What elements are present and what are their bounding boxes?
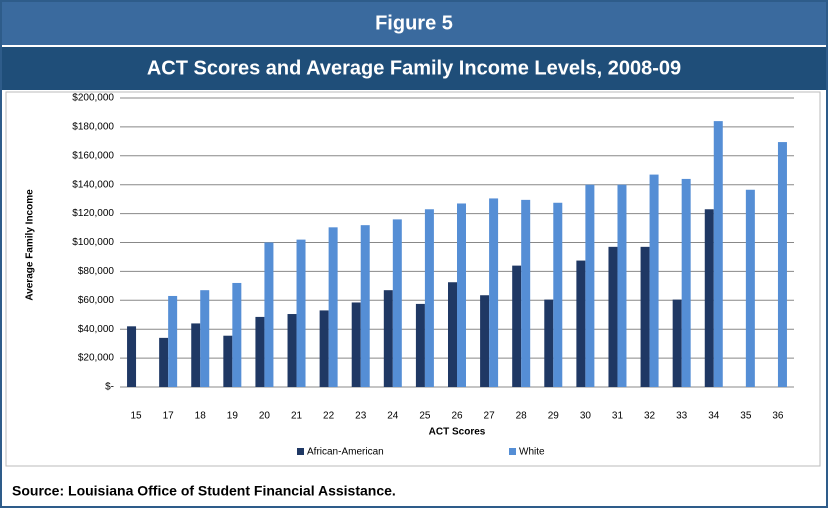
title-band [2, 47, 826, 90]
bar [713, 121, 723, 388]
y-tick-label: $180,000 [72, 122, 114, 133]
y-tick-label: $200,000 [72, 93, 114, 104]
y-tick-label: $160,000 [72, 150, 114, 161]
x-tick-label: 25 [419, 411, 431, 422]
bar [512, 265, 522, 387]
source: Source: Louisiana Office of Student Fina… [12, 483, 396, 499]
bar [287, 314, 297, 387]
x-tick-label: 31 [612, 411, 624, 422]
x-tick-label: 22 [323, 411, 335, 422]
x-tick-label: 34 [708, 411, 720, 422]
y-tick-label: $60,000 [78, 295, 115, 306]
bar [127, 326, 137, 387]
bar [672, 299, 682, 387]
bar [681, 178, 691, 387]
bar [457, 203, 466, 387]
header: Figure 5 [375, 12, 453, 34]
legend-label: White [519, 447, 545, 458]
x-tick-label: 18 [195, 411, 207, 422]
y-tick-label: $140,000 [72, 179, 114, 190]
bar [319, 310, 329, 387]
legend-swatch [297, 448, 304, 455]
bar [544, 299, 554, 387]
y-axis-title: Average Family Income [25, 189, 36, 301]
bar [480, 295, 490, 387]
bar [576, 260, 586, 387]
y-tick-label: $20,000 [78, 353, 115, 364]
bar [191, 323, 201, 387]
bar [264, 242, 274, 387]
x-tick-label: 28 [516, 411, 528, 422]
x-tick-label: 32 [644, 411, 656, 422]
x-tick-label: 24 [387, 411, 399, 422]
x-tick-label: 17 [163, 411, 175, 422]
bar [521, 199, 531, 387]
bar [745, 189, 755, 387]
bar [704, 209, 714, 387]
bar [608, 246, 618, 387]
bar [159, 337, 169, 387]
bar [424, 209, 434, 387]
y-tick-label: $80,000 [78, 266, 115, 277]
bar [223, 335, 233, 387]
bar [351, 302, 361, 387]
x-tick-label: 36 [772, 411, 784, 422]
x-tick-label: 21 [291, 411, 303, 422]
x-tick-label: 26 [451, 411, 463, 422]
bar [168, 295, 178, 387]
bar [777, 142, 787, 387]
x-tick-label: 29 [548, 411, 560, 422]
x-tick-label: 20 [259, 411, 271, 422]
y-tick-label: $100,000 [72, 237, 114, 248]
bar [255, 316, 265, 387]
chart-title: ACT Scores and Average Family Income Lev… [147, 57, 681, 79]
bar [383, 290, 393, 387]
x-tick-label: 19 [227, 411, 239, 422]
x-axis-title: ACT Scores [429, 427, 486, 438]
header-band [2, 2, 826, 45]
bar [448, 282, 457, 387]
bar [392, 219, 402, 387]
bar [415, 303, 425, 387]
x-tick-label: 30 [580, 411, 592, 422]
x-tick-label: 15 [130, 411, 142, 422]
bar [617, 184, 627, 387]
bar [649, 174, 659, 387]
bar [232, 282, 242, 387]
legend-swatch [509, 448, 516, 455]
bar [640, 246, 650, 387]
y-tick-label: $120,000 [72, 208, 114, 219]
bar [553, 202, 563, 387]
bar [585, 184, 595, 387]
x-tick-label: 23 [355, 411, 367, 422]
x-tick-label: 35 [740, 411, 752, 422]
bar [489, 198, 499, 387]
bar [200, 290, 210, 387]
bar [328, 227, 338, 387]
bar [296, 239, 306, 387]
legend-label: African-American [307, 447, 384, 458]
x-tick-label: 27 [484, 411, 496, 422]
bar [360, 225, 370, 387]
y-tick-label: $- [105, 382, 114, 393]
y-tick-label: $40,000 [78, 324, 115, 335]
x-tick-label: 33 [676, 411, 688, 422]
plot-panel [5, 91, 821, 467]
